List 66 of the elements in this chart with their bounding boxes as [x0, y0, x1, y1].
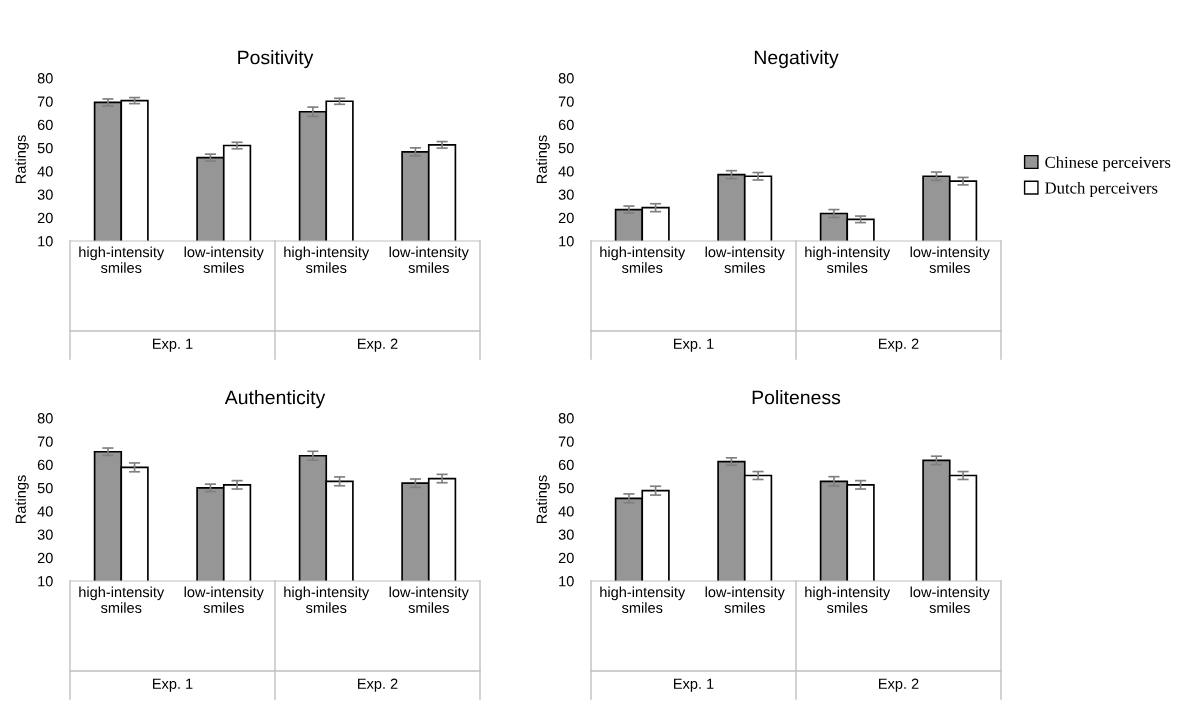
- y-tick-label: 20: [37, 212, 53, 224]
- y-tick-label: 10: [38, 576, 53, 587]
- y-tick-label: 60: [558, 459, 574, 470]
- chart-title: Politeness: [752, 390, 841, 405]
- y-tick-label: 20: [558, 212, 574, 224]
- y-tick-label: 50: [37, 482, 53, 494]
- x-tick-label: high-intensity smiles: [805, 586, 891, 613]
- x-tick-label: low-intensity smiles: [910, 586, 990, 613]
- chart-title: Positivity: [238, 50, 314, 69]
- x-tick-label: low-intensity smiles: [705, 246, 785, 273]
- text: Exp. 2: [358, 338, 398, 352]
- y-tick-label: 80: [37, 413, 53, 424]
- x-tick-label: high-intensity smiles: [805, 246, 891, 273]
- x-tick-label: low-intensity smiles: [184, 246, 264, 273]
- chart-title: Negativity: [754, 50, 839, 69]
- x-tick-label: low-intensity smiles: [389, 246, 469, 273]
- y-tick-label: 80: [37, 73, 53, 84]
- y-tick-label: 60: [558, 119, 574, 130]
- y-tick-label: 30: [558, 529, 574, 540]
- y-tick-label: 70: [37, 436, 53, 447]
- y-tick-label: 60: [37, 119, 53, 130]
- y-tick-label: 10: [559, 576, 574, 587]
- x-tick-label: low-intensity smiles: [705, 586, 785, 613]
- text: Exp. 1: [153, 338, 193, 352]
- legend-label: Chinese perceivers: [1045, 156, 1171, 172]
- y-tick-label: 10: [559, 236, 574, 247]
- y-tick-label: 30: [558, 189, 574, 200]
- y-tick-label: 30: [37, 529, 53, 540]
- x-tick-label: low-intensity smiles: [184, 586, 264, 613]
- y-tick-label: 50: [37, 142, 53, 154]
- y-tick-label: 40: [558, 166, 574, 177]
- y-tick-label: 40: [37, 166, 53, 177]
- y-tick-label: 70: [558, 96, 574, 107]
- y-axis-title: Ratings: [15, 135, 29, 184]
- text: Exp. 2: [879, 338, 919, 352]
- text: Exp. 2: [879, 678, 919, 692]
- x-tick-label: low-intensity smiles: [389, 586, 469, 613]
- text: Exp. 1: [674, 338, 714, 352]
- x-tick-label: high-intensity smiles: [284, 586, 370, 613]
- y-tick-label: 30: [37, 189, 53, 200]
- y-tick-label: 80: [558, 413, 574, 424]
- x-tick-label: high-intensity smiles: [79, 246, 165, 273]
- y-tick-label: 20: [37, 552, 53, 564]
- y-tick-label: 80: [558, 73, 574, 84]
- y-tick-label: 60: [37, 459, 53, 470]
- legend-label: Dutch perceivers: [1045, 181, 1158, 198]
- text: Exp. 1: [674, 678, 714, 692]
- text: Exp. 1: [153, 678, 193, 692]
- chart-title: Authenticity: [224, 390, 326, 409]
- y-tick-label: 40: [558, 506, 574, 517]
- text: Exp. 2: [358, 678, 398, 692]
- y-axis-title: Ratings: [15, 475, 29, 524]
- y-tick-label: 20: [558, 552, 574, 564]
- x-tick-label: low-intensity smiles: [910, 246, 990, 273]
- y-tick-label: 10: [38, 236, 53, 247]
- x-tick-label: high-intensity smiles: [600, 246, 686, 273]
- y-axis-title: Ratings: [536, 475, 550, 524]
- x-tick-label: high-intensity smiles: [79, 586, 165, 613]
- x-tick-label: high-intensity smiles: [284, 246, 370, 273]
- y-tick-label: 50: [558, 142, 574, 154]
- y-tick-label: 70: [37, 96, 53, 107]
- y-tick-label: 70: [558, 436, 574, 447]
- x-tick-label: high-intensity smiles: [600, 586, 686, 613]
- y-axis-title: Ratings: [536, 135, 550, 184]
- y-tick-label: 50: [558, 482, 574, 494]
- y-tick-label: 40: [37, 506, 53, 517]
